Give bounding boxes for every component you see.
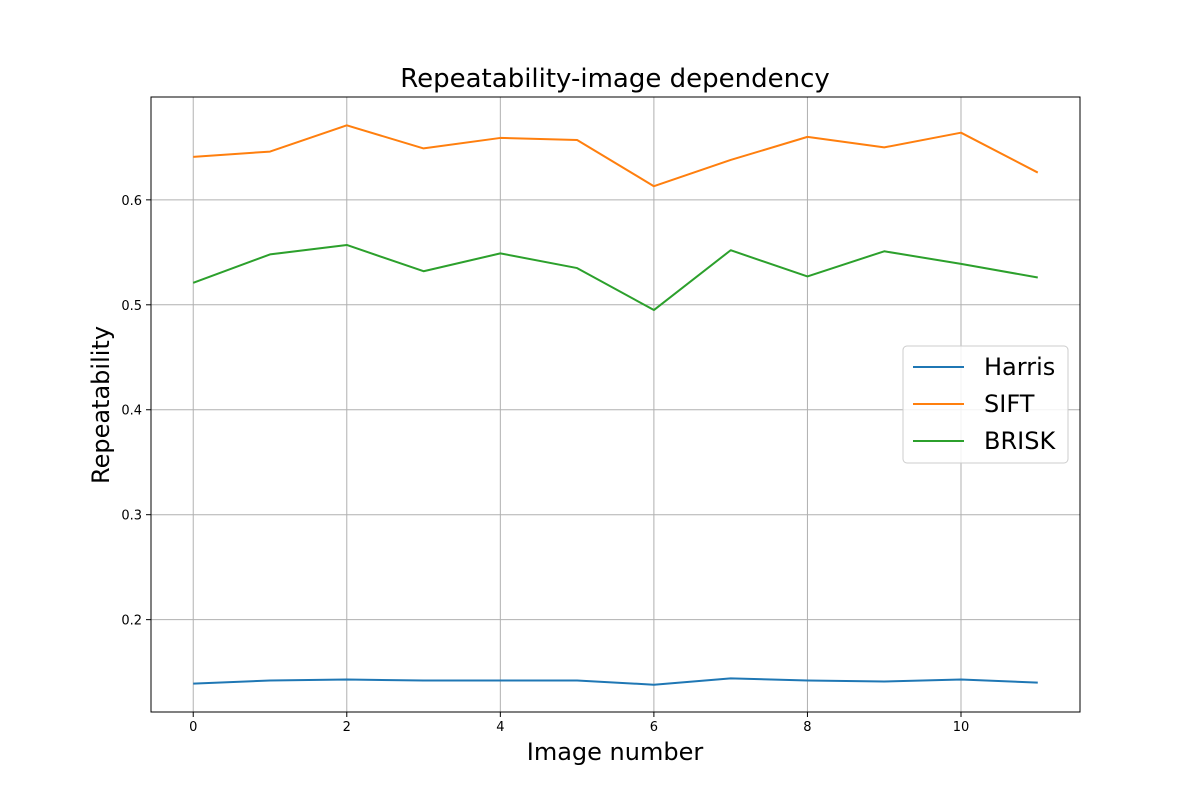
x-tick-label: 0: [189, 720, 197, 735]
y-tick-label: 0.3: [121, 509, 142, 524]
plot-area-frame: [150, 96, 1081, 713]
chart-title: Repeatability-image dependency: [400, 64, 830, 94]
y-tick-label: 0.6: [121, 194, 142, 209]
x-tick-label: 4: [496, 720, 504, 735]
legend-label-brisk: BRISK: [984, 427, 1056, 455]
x-tick-label: 2: [343, 720, 351, 735]
x-tick-label: 10: [953, 720, 970, 735]
y-tick-label: 0.4: [121, 404, 142, 419]
x-tick-label: 8: [803, 720, 811, 735]
y-tick-label: 0.5: [121, 299, 142, 314]
legend-label-sift: SIFT: [984, 390, 1035, 418]
x-tick-label: 6: [650, 720, 658, 735]
series-line-brisk: [192, 243, 1038, 312]
series-line-sift: [193, 124, 1039, 188]
legend-label-harris: Harris: [984, 353, 1055, 381]
x-axis-label: Image number: [527, 738, 704, 766]
series-lines: [192, 124, 1039, 686]
grid-lines: [151, 97, 1080, 712]
legend: Harris SIFT BRISK: [902, 345, 1069, 464]
axis-ticks: 0 2 4 6 8 10 0.2 0.3 0.4 0.5 0.6: [121, 194, 969, 735]
y-axis-label: Repeatability: [87, 326, 115, 484]
series-line-harris: [193, 677, 1038, 686]
legend-frame: [902, 345, 1069, 464]
y-tick-label: 0.2: [121, 614, 142, 629]
